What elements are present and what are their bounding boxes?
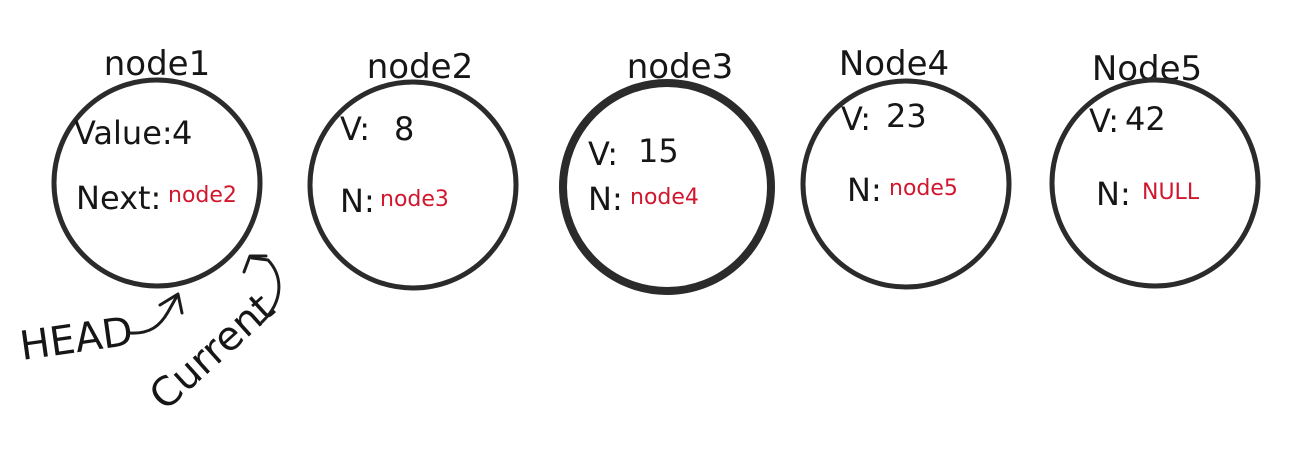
node-3-value-label: V: [588, 135, 618, 173]
node-4-next-ref: node5 [889, 176, 958, 201]
node-1-next-label: Next: [76, 179, 161, 217]
node-1-circle [51, 77, 263, 289]
node-5-next-label: N: [1096, 175, 1131, 213]
head-label: HEAD [17, 309, 136, 370]
current-pointer: Current [141, 254, 283, 419]
node-1-next-ref: node2 [168, 183, 237, 208]
node-5-circle [1049, 77, 1261, 289]
node-2-value-label: V: [340, 110, 370, 148]
node-2-next-label: N: [340, 182, 375, 220]
node-2-next-ref: node3 [380, 187, 449, 212]
node-3: node3 V: 15 N: node4 [559, 47, 775, 295]
node-3-next-ref: node4 [630, 185, 699, 210]
node-1-title: node1 [104, 44, 210, 84]
node-4-circle [800, 78, 1012, 290]
node-1-value: 4 [172, 114, 192, 152]
node-1-value-label: Value: [74, 114, 173, 152]
node-2-value: 8 [394, 110, 414, 148]
current-arrowhead [242, 254, 268, 274]
head-arrowhead [158, 292, 184, 315]
node-5: Node5 V: 42 N: NULL [1049, 49, 1261, 289]
head-arrow [128, 294, 179, 335]
node-1: node1 Value: 4 Next: node2 [51, 44, 263, 289]
head-pointer: HEAD [17, 292, 184, 370]
node-4-next-label: N: [847, 171, 882, 209]
node-4-value: 23 [886, 97, 927, 135]
node-5-next-ref: NULL [1142, 180, 1200, 205]
node-3-next-label: N: [588, 180, 623, 218]
node-4-value-label: V: [841, 100, 871, 138]
node-2-circle [307, 79, 519, 291]
node-3-circle [559, 79, 775, 295]
node-3-value: 15 [638, 132, 679, 170]
current-arrow [250, 256, 281, 324]
node-5-value: 42 [1125, 100, 1166, 138]
node-5-value-label: V: [1089, 102, 1119, 140]
node-2: node2 V: 8 N: node3 [307, 47, 519, 291]
node-4-title: Node4 [839, 44, 949, 84]
node-4: Node4 V: 23 N: node5 [800, 44, 1012, 290]
